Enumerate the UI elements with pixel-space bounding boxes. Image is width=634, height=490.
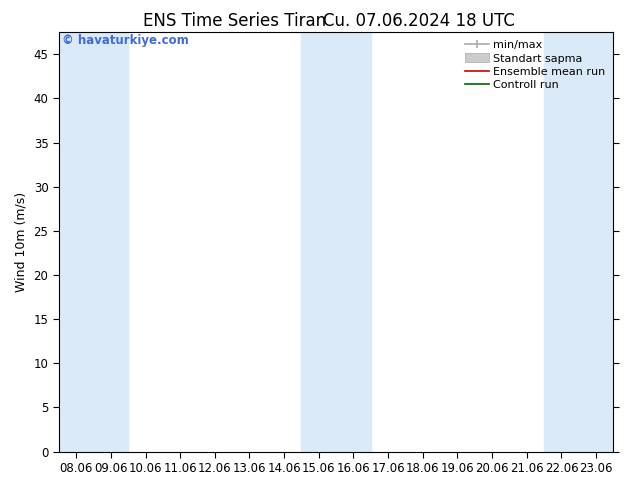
Text: Cu. 07.06.2024 18 UTC: Cu. 07.06.2024 18 UTC [323, 12, 514, 30]
Bar [302, 32, 336, 452]
Text: ENS Time Series Tiran: ENS Time Series Tiran [143, 12, 326, 30]
Bar [579, 32, 614, 452]
Bar [544, 32, 579, 452]
Y-axis label: Wind 10m (m/s): Wind 10m (m/s) [15, 192, 28, 292]
Legend: min/max, Standart sapma, Ensemble mean run, Controll run: min/max, Standart sapma, Ensemble mean r… [462, 38, 608, 92]
Bar [59, 32, 93, 452]
Bar [336, 32, 371, 452]
Bar [93, 32, 128, 452]
Text: © havaturkiye.com: © havaturkiye.com [61, 34, 188, 47]
